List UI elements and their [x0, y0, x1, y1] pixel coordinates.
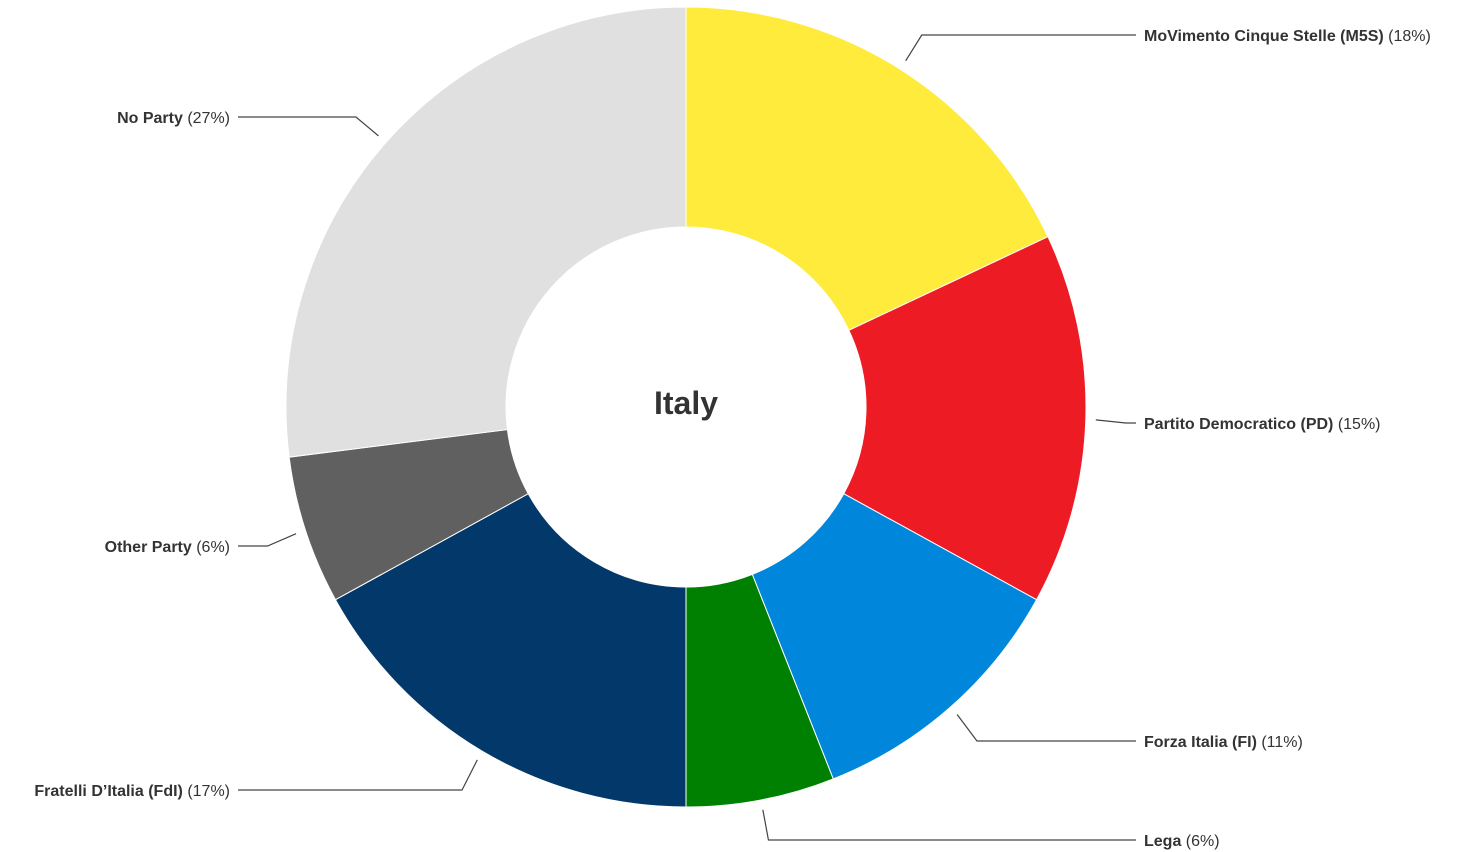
label-percent: (15%) — [1333, 416, 1380, 433]
label-percent: (11%) — [1257, 734, 1303, 751]
label-no-party: No Party (27%) — [117, 110, 230, 127]
leader-line-fratelli-d-italia-fdi — [238, 759, 478, 791]
slices-group — [285, 6, 1087, 808]
label-partito-democratico-pd: Partito Democratico (PD) (15%) — [1144, 416, 1381, 433]
slice-no-party[interactable] — [285, 6, 687, 458]
leader-line-lega — [762, 809, 1136, 841]
label-movimento-cinque-stelle-m5s: MoVimento Cinque Stelle (M5S) (18%) — [1144, 28, 1431, 45]
leader-line-other-party — [238, 533, 297, 547]
label-other-party: Other Party (6%) — [105, 539, 230, 556]
label-percent: (17%) — [183, 783, 230, 800]
label-forza-italia-fi: Forza Italia (FI) (11%) — [1144, 734, 1303, 751]
leader-lines-group — [238, 34, 1136, 841]
label-percent: (6%) — [192, 539, 230, 556]
label-name: Other Party — [105, 539, 192, 556]
slice-movimento-cinque-stelle-m5s[interactable] — [685, 6, 1049, 332]
label-name: MoVimento Cinque Stelle (M5S) — [1144, 28, 1384, 45]
label-name: Lega — [1144, 833, 1181, 850]
label-name: No Party — [117, 110, 183, 127]
leader-line-forza-italia-fi — [956, 714, 1136, 742]
slice-fratelli-d-italia-fdi[interactable] — [334, 493, 687, 808]
labels-group: MoVimento Cinque Stelle (M5S) (18%) Parti… — [34, 28, 1430, 850]
label-lega: Lega (6%) — [1144, 833, 1220, 850]
leader-line-no-party — [238, 116, 379, 137]
leader-line-movimento-cinque-stelle-m5s — [905, 34, 1136, 62]
label-percent: (6%) — [1181, 833, 1219, 850]
center-title: Italy — [654, 385, 718, 421]
leader-line-partito-democratico-pd — [1095, 419, 1136, 424]
label-name: Forza Italia (FI) — [1144, 734, 1257, 751]
label-percent: (18%) — [1384, 28, 1431, 45]
label-fratelli-d-italia-fdi: Fratelli D’Italia (FdI) (17%) — [34, 783, 230, 800]
slice-partito-democratico-pd[interactable] — [843, 236, 1087, 601]
slice-forza-italia-fi[interactable] — [751, 493, 1038, 780]
label-percent: (27%) — [183, 110, 230, 127]
label-name: Fratelli D’Italia (FdI) — [34, 783, 182, 800]
label-name: Partito Democratico (PD) — [1144, 416, 1333, 433]
